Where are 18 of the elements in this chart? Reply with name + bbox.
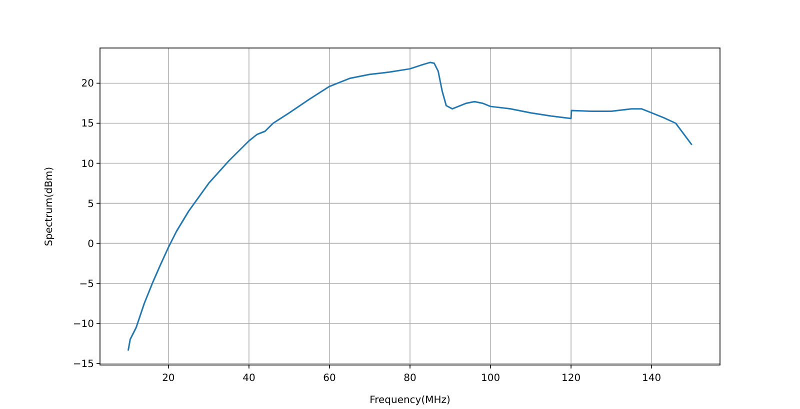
y-tick-label: −15 (72, 358, 94, 370)
x-tick-label: 140 (642, 373, 662, 384)
y-tick-label: −10 (72, 318, 94, 330)
x-axis-title: Frequency(MHz) (370, 395, 451, 406)
x-tick-label: 20 (162, 373, 175, 384)
x-tick-label: 60 (323, 373, 336, 384)
x-tick-label: 80 (404, 373, 416, 384)
y-tick-label: 5 (88, 198, 94, 210)
y-tick-label: 15 (81, 118, 94, 130)
y-tick-label: 0 (88, 238, 94, 250)
x-tick-label: 120 (561, 373, 581, 384)
x-tick-label: 100 (480, 373, 500, 384)
y-tick-label: 20 (81, 78, 94, 90)
y-axis-title: Spectrum(dBm) (44, 166, 55, 246)
x-tick-label: 40 (242, 373, 256, 384)
y-tick-label: 10 (81, 158, 94, 170)
y-tick-label: −5 (79, 278, 94, 290)
line-series (127, 62, 693, 352)
